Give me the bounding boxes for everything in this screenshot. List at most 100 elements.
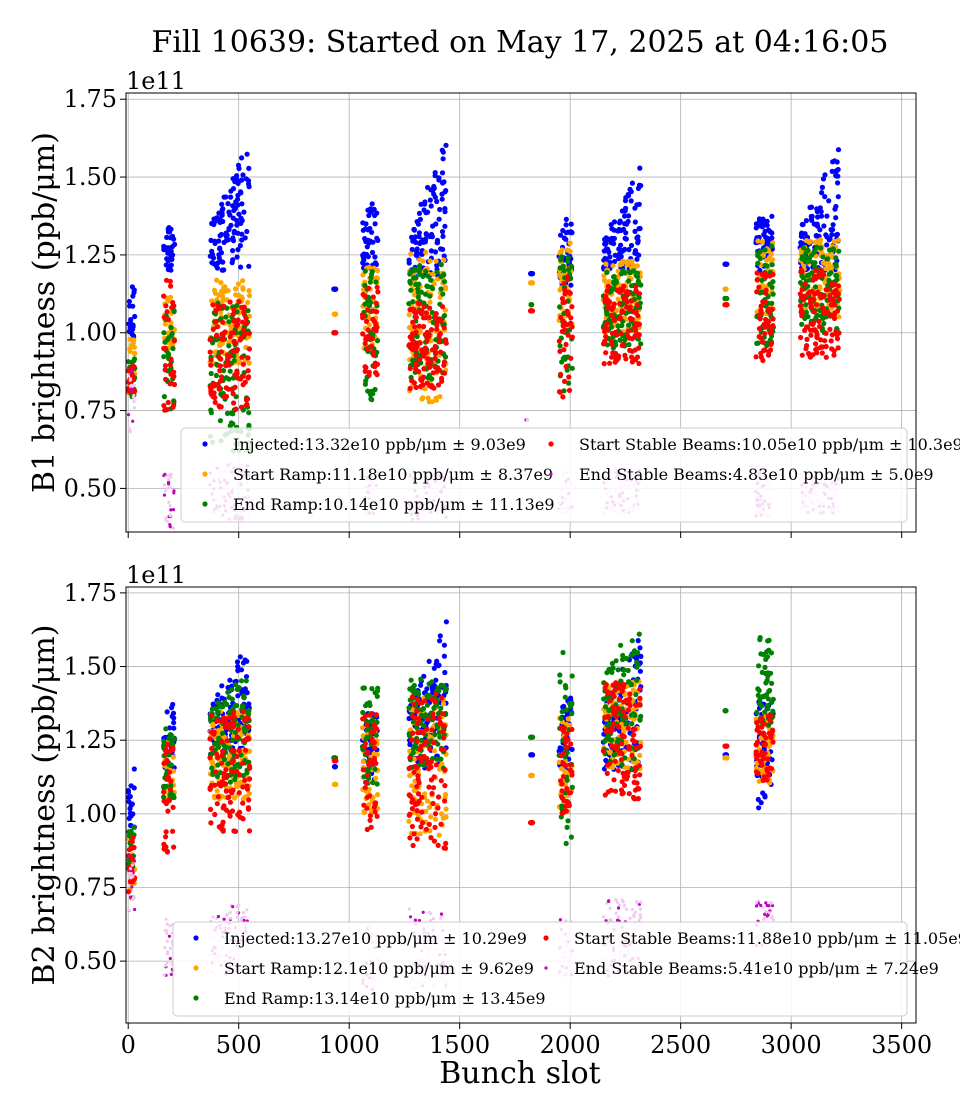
b1-point bbox=[231, 228, 237, 234]
b1-point bbox=[219, 201, 225, 207]
b1-point bbox=[370, 349, 376, 355]
b2-point bbox=[232, 777, 238, 783]
b2-point bbox=[227, 677, 233, 683]
b1-point bbox=[162, 367, 168, 373]
b2-point bbox=[207, 755, 213, 761]
b1-point bbox=[222, 284, 228, 290]
b2-point bbox=[426, 681, 432, 687]
b1-point bbox=[407, 278, 413, 284]
b1-point bbox=[636, 201, 642, 207]
b2-brightness-panel: 0 500 1000 1500 2000 2500 3000 35000.500.751.00… bbox=[27, 561, 960, 1059]
b1-point bbox=[615, 353, 622, 359]
b2-point bbox=[224, 701, 230, 708]
b1-point bbox=[214, 277, 220, 283]
b2-point bbox=[241, 689, 247, 695]
b1-point bbox=[835, 194, 841, 200]
b1-point bbox=[416, 210, 423, 216]
b2-point bbox=[568, 695, 574, 701]
b2-point bbox=[529, 734, 535, 740]
b1-point bbox=[638, 341, 644, 347]
b1-point bbox=[760, 339, 766, 345]
b2-point bbox=[569, 784, 575, 791]
b2-point bbox=[228, 788, 234, 794]
b2-point bbox=[619, 762, 625, 768]
b1-point bbox=[442, 206, 448, 212]
b1-point bbox=[245, 355, 251, 361]
b1-point bbox=[406, 325, 413, 331]
b1-point bbox=[220, 368, 227, 374]
b1-point bbox=[239, 354, 245, 360]
b1-point bbox=[419, 349, 425, 355]
b1-point bbox=[628, 242, 635, 249]
b1-point bbox=[373, 261, 379, 268]
b1-point bbox=[427, 293, 433, 299]
b1-point bbox=[565, 277, 571, 283]
b1-point bbox=[245, 368, 251, 374]
b1-point bbox=[217, 418, 223, 424]
b2-point bbox=[234, 734, 240, 740]
b2-point bbox=[635, 638, 641, 644]
b1-point bbox=[823, 232, 829, 238]
b1-point bbox=[566, 374, 572, 380]
b1-point bbox=[218, 280, 224, 286]
b1-point bbox=[432, 355, 438, 361]
b1-point bbox=[565, 229, 571, 235]
b1-point bbox=[803, 346, 809, 352]
b1-point bbox=[754, 270, 760, 276]
b1-point bbox=[161, 394, 167, 400]
b2-point bbox=[161, 789, 167, 795]
b1-point bbox=[769, 230, 775, 236]
b1-point bbox=[441, 325, 447, 331]
b1-point bbox=[809, 217, 815, 223]
b1-point bbox=[722, 261, 728, 267]
b1-point bbox=[603, 235, 609, 241]
b1-point bbox=[421, 374, 427, 380]
b1-point bbox=[217, 245, 223, 251]
b1-point bbox=[434, 262, 440, 269]
b1-y-tick-label: 1.75 bbox=[64, 85, 117, 113]
b2-point bbox=[161, 798, 167, 804]
b1-point bbox=[722, 295, 728, 302]
b1-point bbox=[835, 237, 842, 243]
b1-point bbox=[830, 227, 836, 233]
b1-point bbox=[365, 327, 371, 333]
b1-point bbox=[208, 410, 214, 416]
b1-point bbox=[628, 198, 634, 204]
b1-point bbox=[529, 271, 536, 277]
b1-point bbox=[220, 319, 226, 325]
b1-point bbox=[432, 249, 439, 255]
b1-point bbox=[438, 246, 444, 252]
b1-point bbox=[131, 384, 135, 388]
b1-point bbox=[769, 243, 775, 249]
b2-point bbox=[219, 683, 225, 689]
b1-point bbox=[820, 305, 826, 311]
b1-point bbox=[816, 318, 822, 324]
b1-point bbox=[426, 399, 432, 405]
b1-point bbox=[814, 334, 820, 340]
b1-point bbox=[217, 363, 223, 369]
b1-point bbox=[418, 311, 424, 317]
b1-point bbox=[633, 288, 639, 294]
b1-point bbox=[756, 326, 763, 332]
b1-point bbox=[812, 247, 818, 254]
b2-point bbox=[560, 649, 566, 656]
b1-point bbox=[221, 303, 227, 309]
b1-point bbox=[129, 388, 133, 392]
b1-point bbox=[428, 284, 434, 290]
b1-point bbox=[228, 330, 235, 336]
b1-point bbox=[625, 333, 631, 339]
b1-point bbox=[609, 354, 615, 360]
b1-point bbox=[818, 245, 824, 251]
b1-point bbox=[171, 338, 177, 344]
b1-point bbox=[126, 298, 132, 305]
b2-point bbox=[230, 710, 236, 716]
b1-point bbox=[800, 297, 807, 303]
b1-point bbox=[244, 151, 250, 157]
b1-point bbox=[627, 186, 633, 192]
b1-point bbox=[412, 363, 419, 369]
b2-point bbox=[227, 779, 233, 785]
b1-point bbox=[406, 312, 412, 318]
b1-point bbox=[331, 286, 337, 292]
b1-point bbox=[407, 385, 413, 392]
b1-point bbox=[764, 218, 770, 224]
